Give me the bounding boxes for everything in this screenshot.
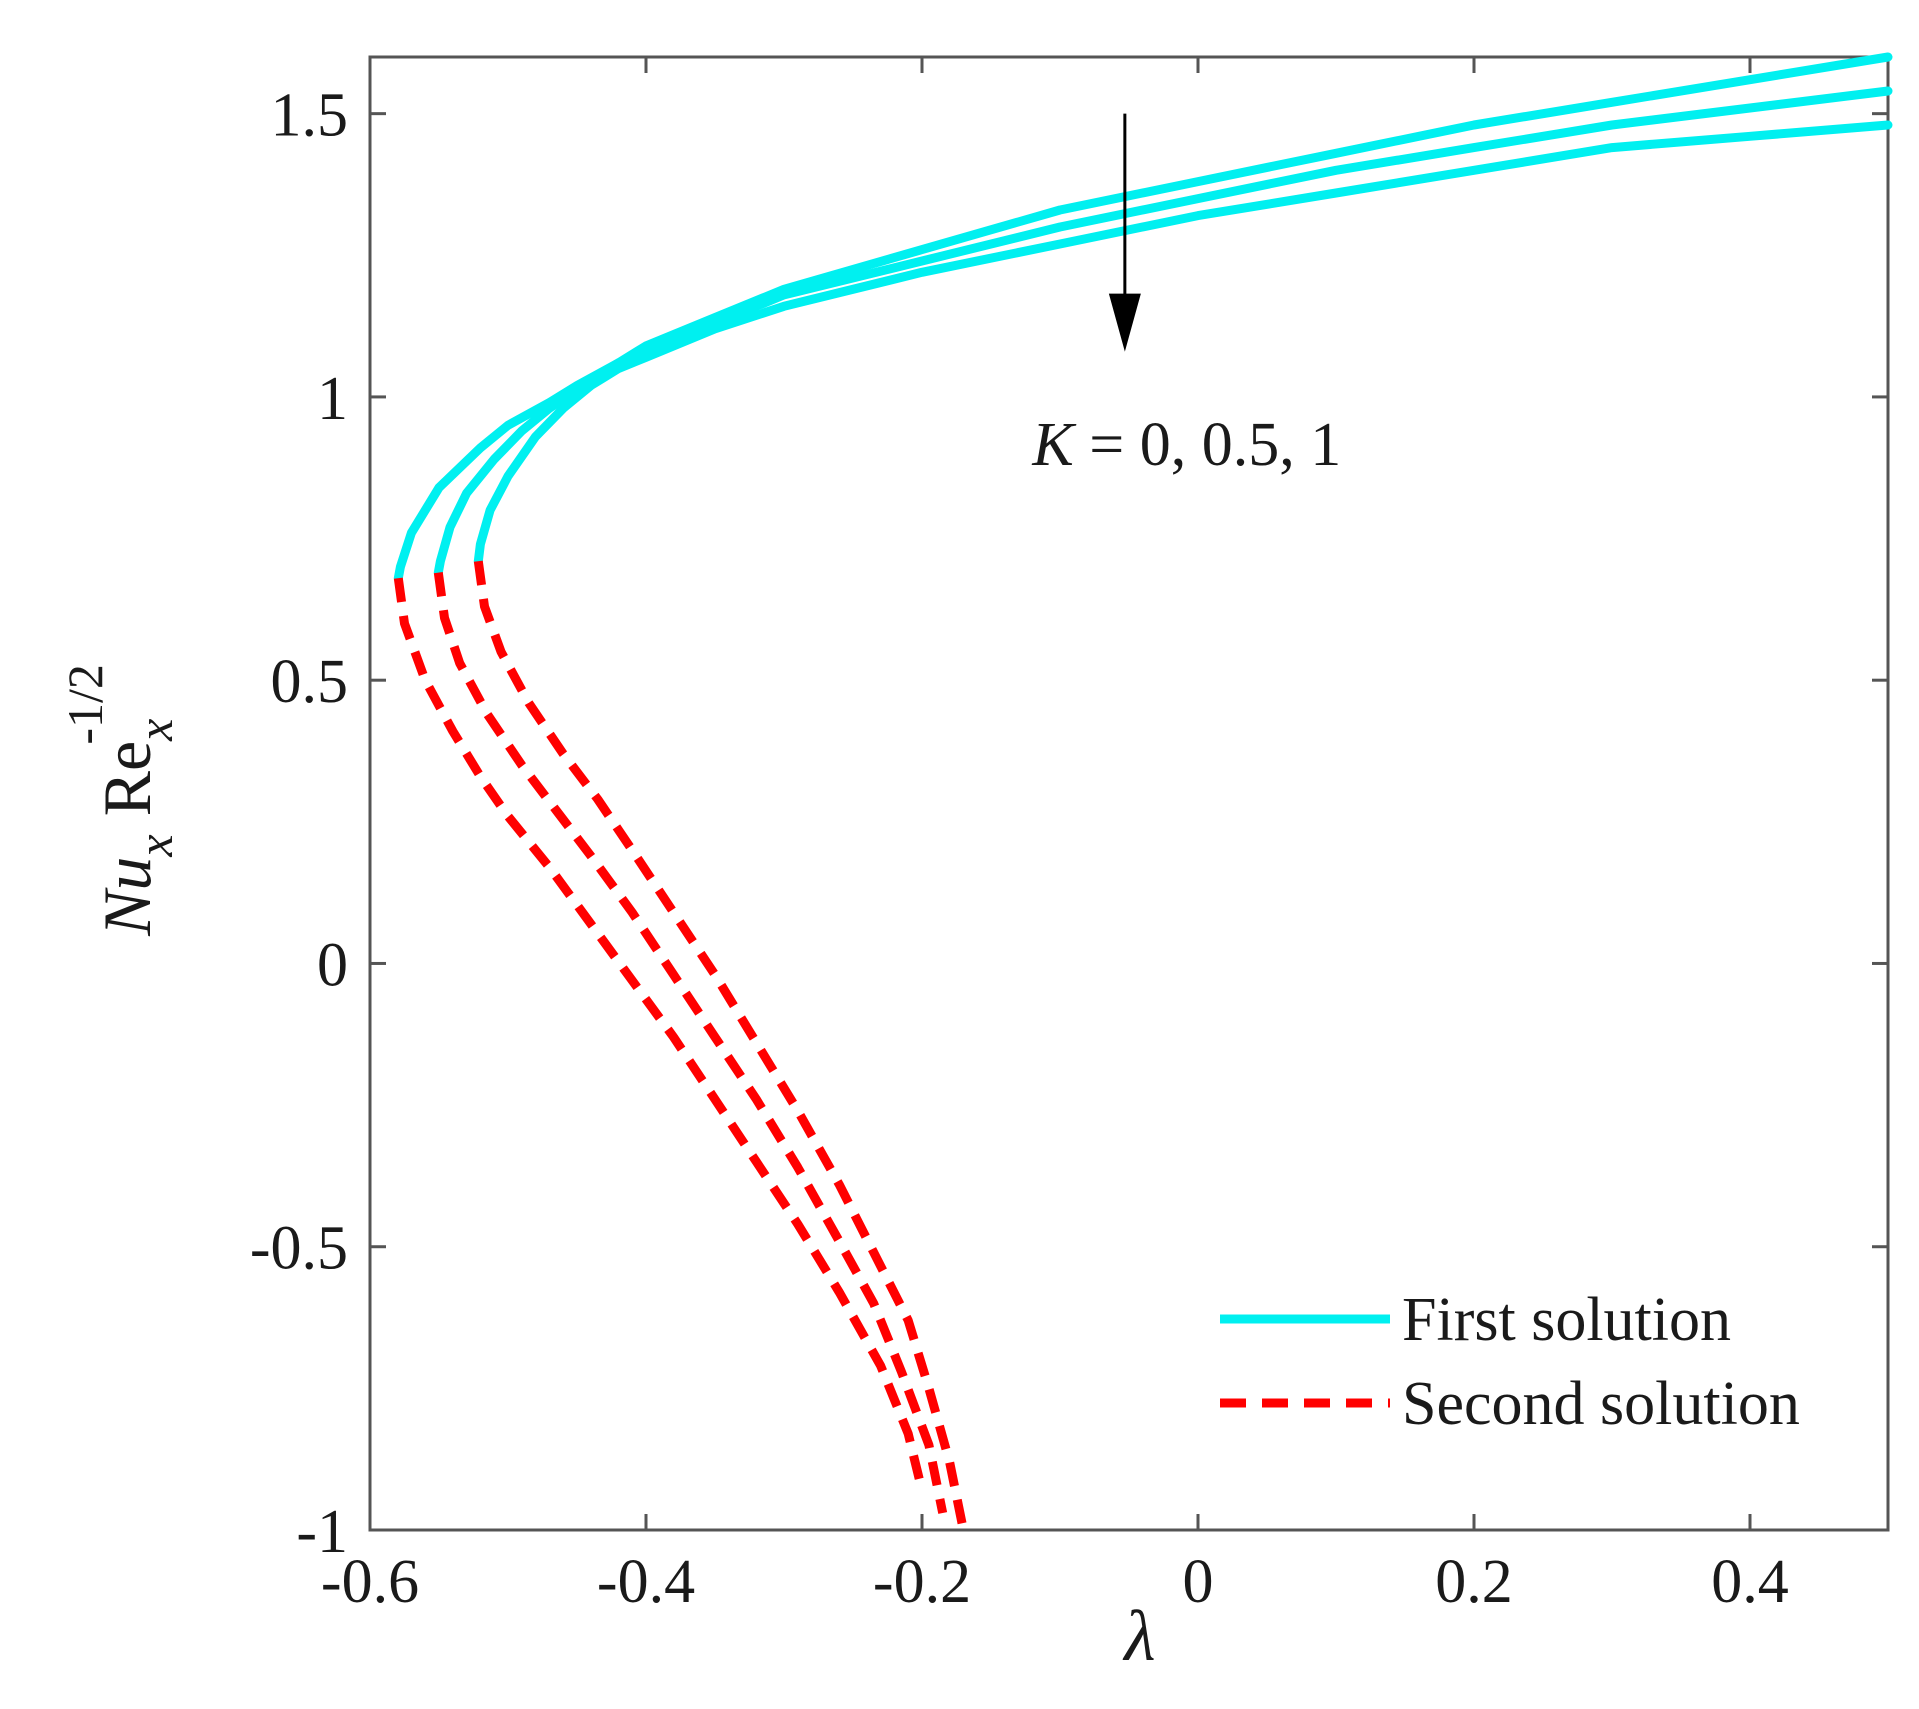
- y-axis-title-sub-1: x: [127, 834, 183, 857]
- y-tick-label: 0: [317, 931, 348, 999]
- first-solution-line-0: [393, 52, 1893, 583]
- annotation-label: K = 0, 0.5, 1: [1031, 411, 1341, 479]
- y-axis-title-sub-2: x: [127, 719, 183, 742]
- x-tick-label: 0.4: [1711, 1548, 1789, 1616]
- legend-label-first-solution: First solution: [1402, 1286, 1731, 1354]
- y-axis-title: NuxRex-1/2: [57, 664, 183, 937]
- second-solution-line-2: [473, 560, 968, 1531]
- y-axis-title-nu: Nu: [89, 857, 165, 937]
- legend: First solution Second solution: [1220, 1286, 1800, 1438]
- y-tick-label: 1: [317, 365, 348, 433]
- y-axis-title-re: Re: [89, 741, 165, 817]
- annotation-arrow-head: [1108, 293, 1141, 352]
- y-tick-label: -0.5: [250, 1215, 348, 1283]
- first-solution-line-2: [473, 120, 1893, 566]
- x-tick-label: -0.2: [873, 1548, 971, 1616]
- second-solution-line-1: [433, 571, 948, 1514]
- annotation-variable: K: [1031, 411, 1077, 479]
- first-solution-line-1: [433, 86, 1893, 578]
- x-tick-label: -0.6: [321, 1548, 419, 1616]
- plot-area-frame: [368, 55, 1890, 1532]
- axis-ticks: -0.6 -0.4 -0.2 0 0.2 0.4 -1 -0.5 0 0.5 1 1.5: [250, 57, 1888, 1616]
- y-axis-title-sup: -1/2: [57, 664, 113, 745]
- x-tick-label: 0.2: [1435, 1548, 1513, 1616]
- y-tick-label: -1: [296, 1498, 348, 1566]
- x-tick-label: 0: [1183, 1548, 1214, 1616]
- x-axis-title: λ: [1122, 1596, 1155, 1676]
- second-solution-line-0: [393, 577, 927, 1492]
- annotation-values: = 0, 0.5, 1: [1074, 411, 1341, 479]
- x-tick-label: -0.4: [597, 1548, 695, 1616]
- series-layer: [393, 52, 1893, 1531]
- legend-label-second-solution: Second solution: [1402, 1370, 1800, 1438]
- y-tick-label: 1.5: [271, 82, 349, 150]
- y-tick-label: 0.5: [271, 648, 349, 716]
